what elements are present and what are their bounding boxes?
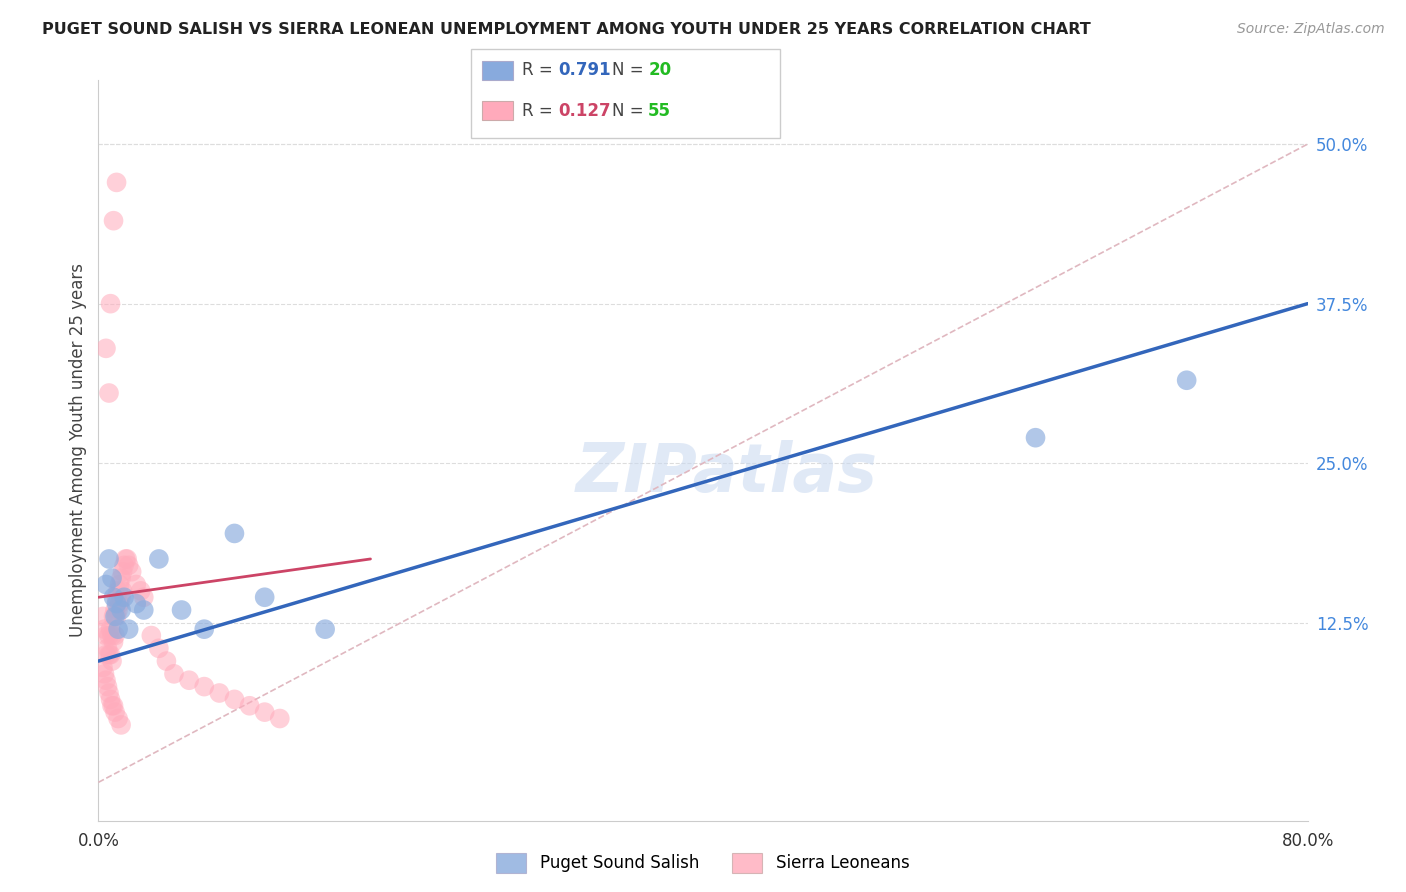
Point bbox=[112, 591, 135, 605]
Point bbox=[107, 603, 129, 617]
Point bbox=[110, 718, 132, 732]
Point bbox=[100, 692, 122, 706]
Text: 0.127: 0.127 bbox=[558, 102, 610, 120]
Point bbox=[108, 577, 131, 591]
Point bbox=[104, 705, 127, 719]
Point bbox=[193, 622, 215, 636]
Point bbox=[253, 591, 276, 605]
Text: N =: N = bbox=[612, 102, 648, 120]
Point bbox=[239, 698, 262, 713]
Point bbox=[111, 583, 134, 598]
Point bbox=[111, 565, 134, 579]
Point bbox=[100, 296, 122, 310]
Point bbox=[98, 648, 121, 662]
Point bbox=[94, 648, 117, 662]
Point bbox=[98, 552, 121, 566]
Point bbox=[101, 654, 124, 668]
Point bbox=[94, 629, 117, 643]
Point bbox=[104, 629, 127, 643]
Point bbox=[91, 660, 114, 674]
Point bbox=[163, 666, 186, 681]
Y-axis label: Unemployment Among Youth under 25 years: Unemployment Among Youth under 25 years bbox=[69, 263, 87, 638]
Point bbox=[141, 629, 163, 643]
Text: ZIPatlas: ZIPatlas bbox=[576, 440, 879, 506]
Point bbox=[104, 609, 127, 624]
Point bbox=[208, 686, 231, 700]
Point bbox=[107, 583, 129, 598]
Point bbox=[101, 629, 124, 643]
Point bbox=[98, 629, 121, 643]
Point bbox=[118, 622, 141, 636]
Point bbox=[105, 175, 128, 189]
Point bbox=[115, 552, 138, 566]
Point bbox=[103, 698, 125, 713]
Point bbox=[93, 666, 115, 681]
Point bbox=[101, 571, 124, 585]
Point bbox=[100, 622, 122, 636]
Point bbox=[105, 591, 128, 605]
Point bbox=[103, 591, 125, 605]
Point bbox=[129, 583, 152, 598]
Point bbox=[105, 597, 128, 611]
Point bbox=[132, 591, 155, 605]
Point bbox=[103, 213, 125, 227]
Point bbox=[125, 597, 148, 611]
Point bbox=[107, 712, 129, 726]
Point bbox=[193, 680, 215, 694]
Text: 0.791: 0.791 bbox=[558, 62, 610, 79]
Point bbox=[103, 635, 125, 649]
Point bbox=[98, 386, 121, 401]
Point bbox=[94, 577, 117, 591]
Point bbox=[170, 603, 193, 617]
Point bbox=[94, 342, 117, 356]
Point bbox=[155, 654, 177, 668]
Point bbox=[224, 692, 246, 706]
Point bbox=[110, 603, 132, 617]
Text: PUGET SOUND SALISH VS SIERRA LEONEAN UNEMPLOYMENT AMONG YOUTH UNDER 25 YEARS COR: PUGET SOUND SALISH VS SIERRA LEONEAN UNE… bbox=[42, 22, 1091, 37]
Point bbox=[114, 552, 136, 566]
Text: N =: N = bbox=[612, 62, 648, 79]
Point bbox=[94, 673, 117, 688]
Point bbox=[103, 609, 125, 624]
Point bbox=[110, 571, 132, 585]
Text: 20: 20 bbox=[648, 62, 671, 79]
Point bbox=[93, 622, 115, 636]
Point bbox=[1175, 373, 1198, 387]
Text: R =: R = bbox=[522, 62, 558, 79]
Point bbox=[112, 558, 135, 573]
Point bbox=[104, 603, 127, 617]
Point bbox=[121, 565, 143, 579]
Text: 55: 55 bbox=[648, 102, 671, 120]
Point bbox=[91, 609, 114, 624]
Point bbox=[101, 698, 124, 713]
Point bbox=[148, 552, 170, 566]
Point bbox=[224, 526, 246, 541]
Point bbox=[105, 609, 128, 624]
Point bbox=[179, 673, 201, 688]
Point bbox=[110, 591, 132, 605]
Legend: Puget Sound Salish, Sierra Leoneans: Puget Sound Salish, Sierra Leoneans bbox=[489, 847, 917, 880]
Point bbox=[98, 686, 121, 700]
Point bbox=[96, 641, 118, 656]
Point bbox=[148, 641, 170, 656]
Text: R =: R = bbox=[522, 102, 558, 120]
Point bbox=[118, 558, 141, 573]
Point bbox=[125, 577, 148, 591]
Point bbox=[107, 622, 129, 636]
Point bbox=[314, 622, 336, 636]
Text: Source: ZipAtlas.com: Source: ZipAtlas.com bbox=[1237, 22, 1385, 37]
Point bbox=[269, 712, 291, 726]
Point bbox=[132, 603, 155, 617]
Point bbox=[253, 705, 276, 719]
Point bbox=[100, 648, 122, 662]
Point bbox=[108, 597, 131, 611]
Point bbox=[1024, 431, 1046, 445]
Point bbox=[96, 680, 118, 694]
